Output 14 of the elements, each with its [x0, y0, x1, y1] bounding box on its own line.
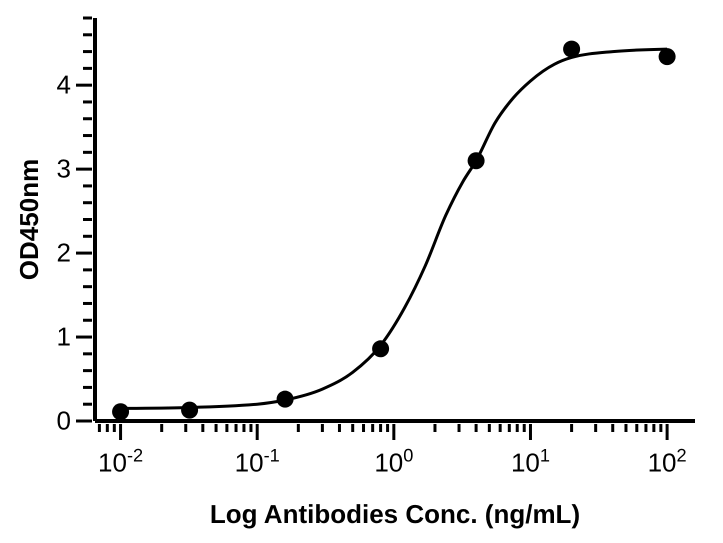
x-tick-label: 10$^{2}$: [648, 446, 687, 478]
y-tick-label: 3: [56, 153, 71, 184]
y-axis-title: OD450nm: [14, 158, 44, 280]
point: [658, 48, 676, 66]
y-tick-label: 2: [56, 237, 71, 268]
x-axis-title: Log Antibodies Conc. (ng/mL): [210, 499, 580, 529]
x-tick-label: 10$^{0}$: [374, 446, 414, 478]
y-tick-label: 4: [56, 69, 71, 100]
x-tick-label: 10$^{1}$: [510, 446, 550, 478]
x-tick-label: 10$^{-2}$: [98, 446, 144, 478]
point: [563, 40, 580, 58]
y-tick-label: 1: [56, 321, 71, 352]
x-tick-label: 10$^{-1}$: [234, 446, 280, 478]
y-tick-label: 0: [56, 405, 71, 436]
